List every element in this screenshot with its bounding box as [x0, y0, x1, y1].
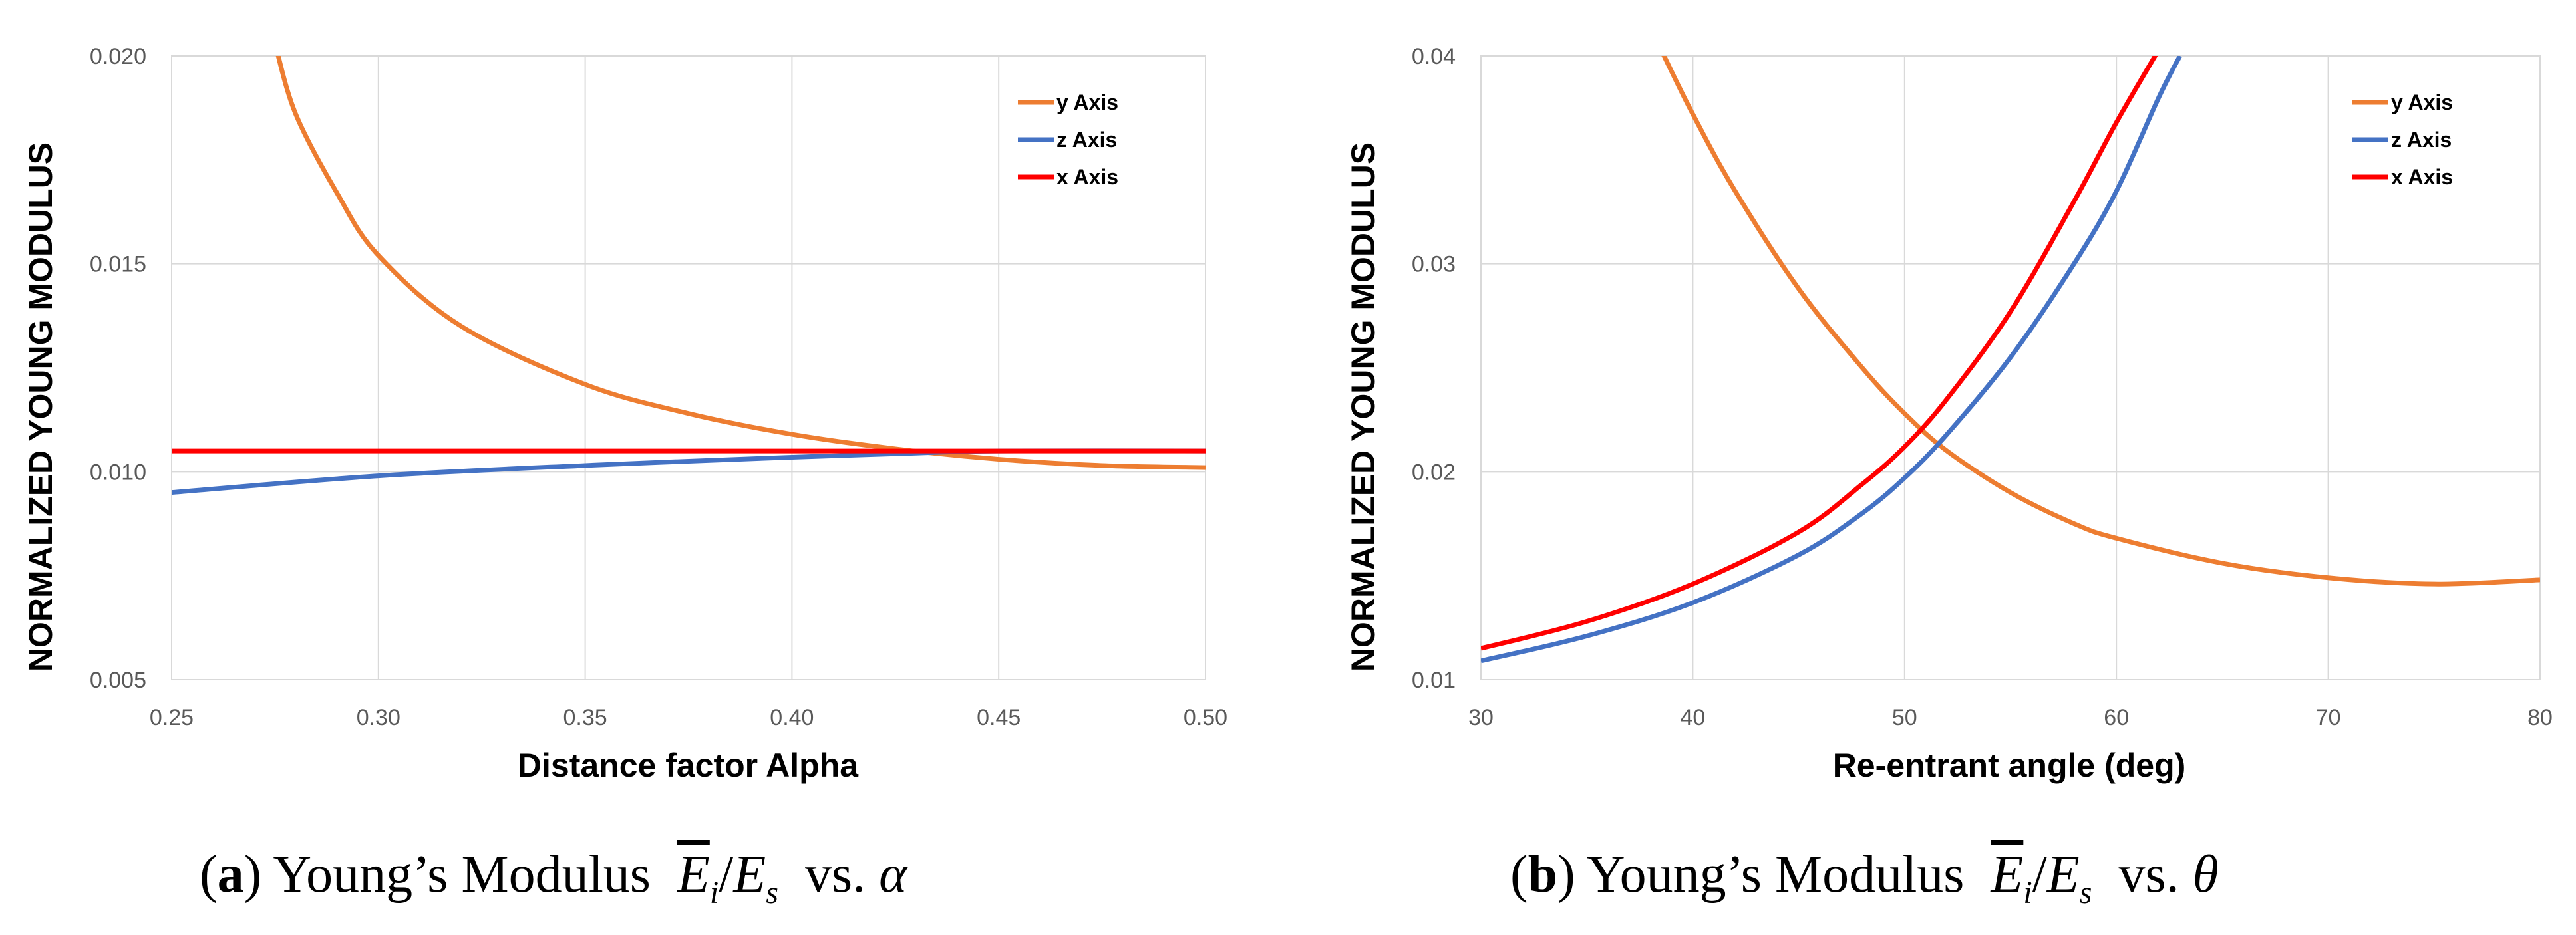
x-tick-label: 30: [1468, 705, 1494, 730]
series-line-y-axis: [275, 56, 1206, 470]
grid-b: [1480, 55, 2541, 680]
caption-a-s: s: [766, 875, 778, 910]
xticks-b: 30 40 50 60 70 80: [1468, 705, 2553, 730]
y-tick-label: 0.02: [1412, 460, 1456, 485]
x-tick-label: 60: [2104, 705, 2129, 730]
chart-a: 0.005 0.010 0.015 0.020 0.25 0.30 0.35 0.40 0.4…: [22, 44, 1227, 784]
x-axis-title-b: Re-entrant angle (deg): [1833, 747, 2186, 784]
series-line-x-axis: [1481, 56, 2158, 651]
y-tick-label: 0.01: [1412, 668, 1456, 693]
caption-b-es: E: [2046, 845, 2080, 904]
caption-b-s: s: [2079, 875, 2092, 910]
legend-label: z Axis: [2391, 128, 2452, 152]
series-line-z-axis: [1481, 56, 2182, 664]
x-tick-label: 40: [1680, 705, 1705, 730]
yticks-b: 0.01 0.02 0.03 0.04: [1412, 44, 1456, 693]
legend-label: y Axis: [1056, 90, 1118, 114]
series-a: [172, 56, 1206, 495]
caption-a-es: E: [733, 845, 766, 904]
legend-label: y Axis: [2391, 90, 2453, 114]
x-axis-title-a: Distance factor Alpha: [518, 747, 859, 784]
series-line-y-axis: [1661, 56, 2540, 587]
caption-b: (b) Young’s Modulus Ei/Es vs. θ: [1510, 845, 2219, 910]
y-axis-title-a: NORMALIZED YOUNG MODULUS: [22, 142, 59, 672]
caption-a: (a) Young’s Modulus Ei/Es vs. α: [200, 845, 907, 910]
caption-a-symbol: α: [879, 845, 907, 904]
caption-a-label: a: [217, 845, 244, 904]
y-axis-title-b: NORMALIZED YOUNG MODULUS: [1345, 142, 1382, 672]
caption-b-i: i: [2023, 875, 2032, 910]
x-tick-label: 0.30: [357, 705, 401, 730]
legend-a: y Axis z Axis x Axis: [1018, 90, 1118, 189]
caption-a-i: i: [709, 875, 719, 910]
legend-label: x Axis: [1056, 165, 1118, 189]
y-tick-label: 0.015: [90, 252, 146, 277]
x-tick-label: 0.50: [1184, 705, 1227, 730]
x-tick-label: 50: [1892, 705, 1917, 730]
caption-b-label: b: [1528, 845, 1558, 904]
legend-label: x Axis: [2391, 165, 2453, 189]
y-tick-label: 0.020: [90, 44, 146, 69]
plot-area-a: [171, 55, 1206, 680]
plot-area-b: [1480, 55, 2541, 680]
series-b: [1481, 56, 2540, 664]
caption-a-vs: vs.: [804, 845, 866, 904]
x-tick-label: 70: [2316, 705, 2341, 730]
caption-b-slash: /: [2032, 845, 2047, 904]
y-tick-label: 0.03: [1412, 252, 1456, 277]
yticks-a: 0.005 0.010 0.015 0.020: [90, 44, 146, 693]
y-tick-label: 0.005: [90, 668, 146, 693]
xticks-a: 0.25 0.30 0.35 0.40 0.45 0.50: [150, 705, 1227, 730]
x-tick-label: 0.45: [977, 705, 1021, 730]
caption-a-slash: /: [719, 845, 734, 904]
x-tick-label: 0.40: [770, 705, 814, 730]
grid-a: [171, 55, 1206, 680]
caption-b-symbol: θ: [2192, 845, 2219, 904]
legend-b: y Axis z Axis x Axis: [2352, 90, 2453, 189]
x-tick-label: 0.35: [564, 705, 607, 730]
x-tick-label: 0.25: [150, 705, 194, 730]
y-tick-label: 0.04: [1412, 44, 1456, 69]
caption-a-text: Young’s Modulus: [273, 845, 651, 904]
chart-b: 0.01 0.02 0.03 0.04 30 40 50 60 70 80 y Axis z Ax…: [1345, 44, 2553, 784]
legend-label: z Axis: [1056, 128, 1117, 152]
caption-b-e: E: [1991, 845, 2024, 904]
x-tick-label: 80: [2527, 705, 2553, 730]
y-tick-label: 0.010: [90, 460, 146, 485]
caption-b-vs: vs.: [2118, 845, 2179, 904]
caption-b-text: Young’s Modulus: [1586, 845, 1965, 904]
caption-a-e: E: [677, 845, 710, 904]
